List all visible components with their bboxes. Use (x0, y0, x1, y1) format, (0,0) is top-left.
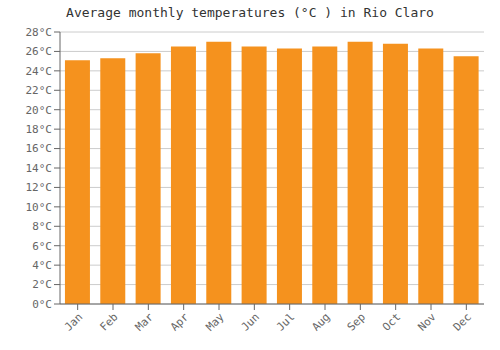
svg-text:Nov: Nov (415, 310, 439, 334)
html-text:Average monthly temperatures (: Average monthly temperatures (°C ) in Ri… (66, 5, 434, 20)
svg-text:8°C: 8°C (32, 220, 52, 233)
svg-text:0°C: 0°C (32, 298, 52, 311)
svg-text:6°C: 6°C (32, 240, 52, 253)
svg-text:Jun: Jun (239, 310, 262, 333)
svg-text:4°C: 4°C (32, 259, 52, 272)
svg-text:24°C: 24°C (26, 65, 53, 78)
svg-text:Jan: Jan (62, 310, 85, 333)
svg-text:Dec: Dec (451, 310, 474, 333)
svg-text:22°C: 22°C (26, 84, 53, 97)
svg-text:Sep: Sep (345, 310, 368, 333)
svg-text:26°C: 26°C (26, 45, 53, 58)
svg-text:Oct: Oct (380, 310, 403, 333)
svg-text:18°C: 18°C (26, 123, 53, 136)
svg-text:Jul: Jul (274, 310, 297, 333)
svg-text:Apr: Apr (168, 310, 192, 334)
svg-text:12°C: 12°C (26, 181, 53, 194)
svg-text:May: May (203, 310, 227, 334)
svg-text:2°C: 2°C (32, 278, 52, 291)
svg-text:20°C: 20°C (26, 104, 53, 117)
svg-text:Aug: Aug (309, 310, 332, 333)
svg-text:Feb: Feb (97, 310, 120, 333)
svg-text:16°C: 16°C (26, 142, 53, 155)
svg-text:10°C: 10°C (26, 201, 53, 214)
svg-text:28°C: 28°C (26, 26, 53, 39)
svg-text:Mar: Mar (133, 310, 157, 334)
svg-text:14°C: 14°C (26, 162, 53, 175)
